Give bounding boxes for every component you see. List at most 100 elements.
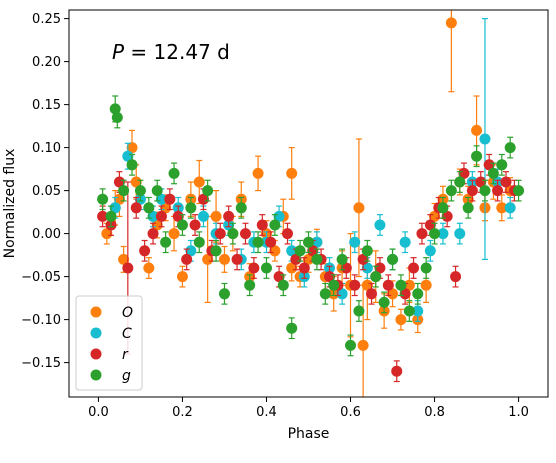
data-point [273,271,285,283]
data-point [454,176,466,188]
data-point [340,262,352,274]
data-point [286,167,298,179]
data-point [374,219,386,231]
data-point [244,279,256,291]
data-point [424,245,436,257]
data-point [227,228,239,240]
y-tick-label: 0.25 [32,12,61,27]
data-point [353,202,365,214]
data-point [450,271,462,283]
data-point [281,228,293,240]
data-point [420,279,432,291]
x-tick-label: 0.4 [256,405,277,420]
data-point [328,279,340,291]
data-point [387,288,399,300]
period-value: = 12.47 d [124,40,230,64]
points-layer [97,10,525,397]
data-point [294,245,306,257]
data-point [496,202,508,214]
data-point [130,202,142,214]
y-tick-label: −0.10 [21,313,61,328]
data-point [197,210,209,222]
data-point [429,210,441,222]
data-point [118,185,130,197]
data-point [122,262,134,274]
data-point [361,245,373,257]
data-point [286,322,298,334]
data-point [235,202,247,214]
data-point [160,202,172,214]
data-point [218,253,230,265]
data-point [454,228,466,240]
legend-marker-r [90,348,102,360]
legend-label-g: g [122,368,131,384]
data-point [412,305,424,317]
y-tick-label: −0.05 [21,270,61,285]
data-point [248,262,260,274]
x-tick-label: 0.2 [172,405,193,420]
data-point [252,236,264,248]
data-point [130,176,142,188]
data-point [496,159,508,171]
data-point [424,219,436,231]
data-point [151,185,163,197]
data-point [147,210,159,222]
data-point [336,253,348,265]
data-point [168,228,180,240]
data-point [97,193,109,205]
data-point [395,279,407,291]
y-tick-label: 0.00 [32,227,61,242]
legend-label-C: C [122,326,132,342]
data-point [181,253,193,265]
data-point [479,133,491,145]
data-point [387,253,399,265]
data-point [109,202,121,214]
data-point [311,236,323,248]
data-point [168,167,180,179]
data-point [193,176,205,188]
plot-frame [68,9,549,398]
data-point [483,159,495,171]
data-point [378,296,390,308]
legend-marker-g [90,369,102,381]
data-point [374,262,386,274]
data-point [298,262,310,274]
data-point [500,176,512,188]
data-point [189,219,201,231]
data-point [475,176,487,188]
data-point [172,210,184,222]
data-point [479,185,491,197]
data-point [155,193,167,205]
data-point [202,253,214,265]
data-point [256,219,268,231]
data-point [311,253,323,265]
data-point [143,262,155,274]
data-point [265,236,277,248]
period-annotation: P = 12.47 d [112,40,230,64]
data-point [361,279,373,291]
x-tick-label: 0.0 [88,405,109,420]
data-point [260,262,272,274]
data-point [122,150,134,162]
data-point [353,305,365,317]
data-point [185,245,197,257]
data-point [126,159,138,171]
data-point [370,271,382,283]
data-point [109,103,121,115]
x-tick-label: 0.8 [424,405,445,420]
data-point [471,124,483,136]
data-point [399,236,411,248]
y-axis-label: Normalized flux [2,149,18,259]
data-point [357,253,369,265]
data-point [513,185,525,197]
y-tick-label: 0.20 [32,55,61,70]
data-point [471,150,483,162]
data-point [361,262,373,274]
data-point [202,185,214,197]
legend-label-O: O [122,305,133,321]
data-point [458,167,470,179]
data-point [223,210,235,222]
data-point [408,262,420,274]
